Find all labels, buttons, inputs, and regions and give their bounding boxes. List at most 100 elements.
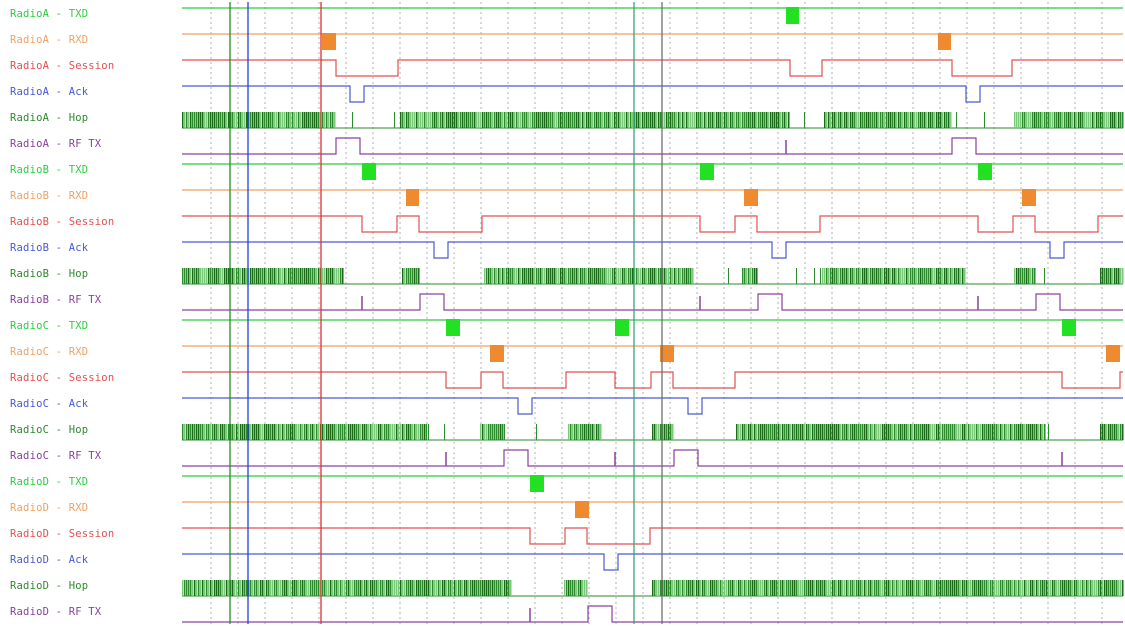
radiod-session-trace [182, 527, 1123, 545]
radioa-hop-pulse [402, 112, 404, 128]
radioa-hop-pulse [654, 112, 656, 128]
radioa-hop-pulse [956, 112, 957, 128]
radioa-hop-pulse [478, 112, 480, 128]
signal-label-radiob-txd[interactable]: RadioB - TXD [10, 164, 89, 176]
radioc-hop-pulse [858, 424, 860, 440]
signal-label-radiod-session[interactable]: RadioD - Session [10, 528, 115, 540]
radiob-rxd-pulse[interactable] [744, 189, 758, 206]
radiod-hop-pulse [374, 580, 376, 596]
radioa-rxd-pulse[interactable] [322, 33, 336, 50]
radiod-hop-pulse [946, 580, 948, 596]
signal-label-radiob-session[interactable]: RadioB - Session [10, 216, 115, 228]
radioc-hop-pulse [912, 424, 914, 440]
signal-label-radiod-txd[interactable]: RadioD - TXD [10, 476, 89, 488]
radioa-hop-pulse [984, 112, 985, 128]
radioc-hop-pulse [1044, 424, 1046, 440]
signal-label-radioc-txd[interactable]: RadioC - TXD [10, 320, 89, 332]
radioa-hop-pulse [508, 112, 510, 128]
radioa-hop-pulse [468, 112, 470, 128]
radioa-hop-pulse [626, 112, 628, 128]
radiob-hop-pulse [896, 268, 898, 284]
signal-label-radiob-rf-tx[interactable]: RadioB - RF TX [10, 294, 102, 306]
radiod-hop-pulse [572, 580, 574, 596]
radioa-hop-pulse [1022, 112, 1024, 128]
radioa-hop-pulse [598, 112, 600, 128]
radioc-txd-pulse[interactable] [615, 319, 629, 336]
radiob-hop-pulse [644, 268, 646, 284]
signal-label-radioa-txd[interactable]: RadioA - TXD [10, 8, 89, 20]
radiob-hop-pulse [876, 268, 878, 284]
radioc-rxd-pulse[interactable] [490, 345, 504, 362]
radiod-rxd-pulse[interactable] [575, 501, 589, 518]
radiod-hop-pulse [232, 580, 234, 596]
radiod-hop-pulse [1100, 580, 1102, 596]
signal-label-radiob-rxd[interactable]: RadioB - RXD [10, 190, 89, 202]
radiod-hop-pulse [744, 580, 746, 596]
radiod-hop-pulse [566, 580, 568, 596]
radiod-hop-pulse [950, 580, 952, 596]
radioc-hop-pulse [494, 424, 496, 440]
radiod-hop-pulse [226, 580, 228, 596]
radiod-hop-pulse [962, 580, 964, 596]
radiob-hop-pulse [1024, 268, 1026, 284]
signal-label-radiob-ack[interactable]: RadioB - Ack [10, 242, 89, 254]
radioc-hop-pulse [974, 424, 976, 440]
radiod-hop-pulse [804, 580, 806, 596]
radiob-txd-pulse[interactable] [362, 163, 376, 180]
radioa-hop-pulse [308, 112, 310, 128]
radiob-txd-pulse[interactable] [700, 163, 714, 180]
radioc-hop-pulse [282, 424, 284, 440]
signal-label-radioa-ack[interactable]: RadioA - Ack [10, 86, 89, 98]
radioa-txd-pulse[interactable] [786, 7, 799, 24]
radioa-hop-pulse [904, 112, 906, 128]
radiod-hop-pulse [492, 580, 494, 596]
radioc-hop-pulse [252, 424, 254, 440]
signal-label-radioc-session[interactable]: RadioC - Session [10, 372, 115, 384]
radiod-hop-pulse [774, 580, 776, 596]
radiob-hop-pulse [314, 268, 316, 284]
signal-label-radioa-session[interactable]: RadioA - Session [10, 60, 115, 72]
signal-label-radiob-hop[interactable]: RadioB - Hop [10, 268, 89, 280]
radiod-hop-pulse [270, 580, 272, 596]
radiod-hop-pulse [266, 580, 268, 596]
signal-label-radioa-hop[interactable]: RadioA - Hop [10, 112, 89, 124]
radioa-hop-pulse [760, 112, 762, 128]
signal-label-radioa-rxd[interactable]: RadioA - RXD [10, 34, 89, 46]
radiod-txd-pulse[interactable] [530, 475, 544, 492]
signal-label-radiod-hop[interactable]: RadioD - Hop [10, 580, 89, 592]
signal-label-radiod-ack[interactable]: RadioD - Ack [10, 554, 89, 566]
radiob-rxd-pulse[interactable] [1022, 189, 1036, 206]
radioa-hop-pulse [526, 112, 528, 128]
signal-label-radiod-rf-tx[interactable]: RadioD - RF TX [10, 606, 102, 618]
radiod-hop-pulse [814, 580, 816, 596]
signal-label-radioc-rf-tx[interactable]: RadioC - RF TX [10, 450, 102, 462]
radiod-hop-pulse [396, 580, 398, 596]
signal-label-radiod-rxd[interactable]: RadioD - RXD [10, 502, 89, 514]
radioc-rxd-pulse[interactable] [660, 345, 674, 362]
radiob-hop-pulse [948, 268, 950, 284]
radiob-hop-pulse [824, 268, 826, 284]
signal-label-radioc-hop[interactable]: RadioC - Hop [10, 424, 89, 436]
radioa-rxd-pulse[interactable] [938, 33, 951, 50]
radiob-txd-pulse[interactable] [978, 163, 992, 180]
radiod-hop-pulse [988, 580, 990, 596]
signal-label-radioc-ack[interactable]: RadioC - Ack [10, 398, 89, 410]
radioa-hop-pulse [774, 112, 776, 128]
signal-label-radioc-rxd[interactable]: RadioC - RXD [10, 346, 89, 358]
radiod-hop-pulse [670, 580, 672, 596]
radiod-hop-pulse [1048, 580, 1050, 596]
signal-label-radioa-rf-tx[interactable]: RadioA - RF TX [10, 138, 102, 150]
radioc-txd-pulse[interactable] [446, 319, 460, 336]
radioa-hop-pulse [776, 112, 778, 128]
radioc-hop-pulse [774, 424, 776, 440]
radiob-hop-pulse [208, 268, 210, 284]
radioa-hop-pulse [1032, 112, 1034, 128]
radiod-hop-pulse [1050, 580, 1052, 596]
radiob-rxd-pulse[interactable] [406, 189, 419, 206]
radioc-rxd-pulse[interactable] [1106, 345, 1120, 362]
radiob-hop-pulse [544, 268, 546, 284]
radiob-hop-pulse [1116, 268, 1118, 284]
radioc-txd-pulse[interactable] [1062, 319, 1076, 336]
radiob-hop-pulse [882, 268, 884, 284]
